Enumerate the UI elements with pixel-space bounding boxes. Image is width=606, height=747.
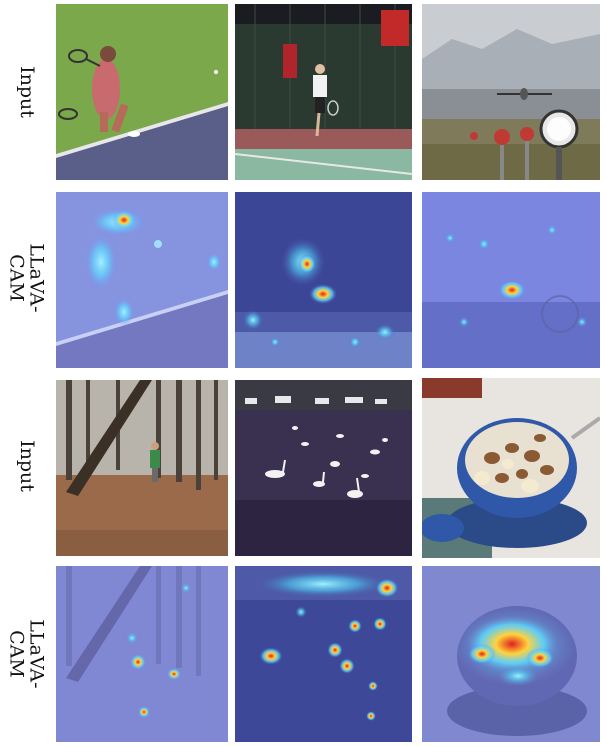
cam-heatmap-cereal-bowl: [422, 566, 600, 742]
row-label-text: Input: [16, 440, 38, 492]
input-image-tennis-man: [235, 4, 412, 180]
input-image-cereal-bowl: [422, 378, 600, 558]
row-label-text: Input: [16, 66, 38, 118]
row-label-text: LLaVA- CAM: [6, 619, 49, 689]
cam-heatmap-swans: [235, 566, 412, 742]
input-image-tennis-woman: [56, 4, 228, 180]
row-label-llava-cam-1: LLaVA- CAM: [0, 190, 54, 366]
cam-heatmap-forest: [56, 566, 228, 742]
cam-heatmap-airport: [422, 192, 600, 368]
cam-heatmap-tennis-man: [235, 192, 412, 368]
row-label-input-1: Input: [0, 4, 54, 180]
input-image-forest: [56, 380, 228, 556]
row-label-llava-cam-2: LLaVA- CAM: [0, 566, 54, 742]
row-label-text: LLaVA- CAM: [6, 243, 49, 313]
row-label-input-2: Input: [0, 378, 54, 554]
input-image-airport: [422, 4, 600, 180]
cam-heatmap-tennis-woman: [56, 192, 228, 368]
input-image-swans: [235, 380, 412, 556]
